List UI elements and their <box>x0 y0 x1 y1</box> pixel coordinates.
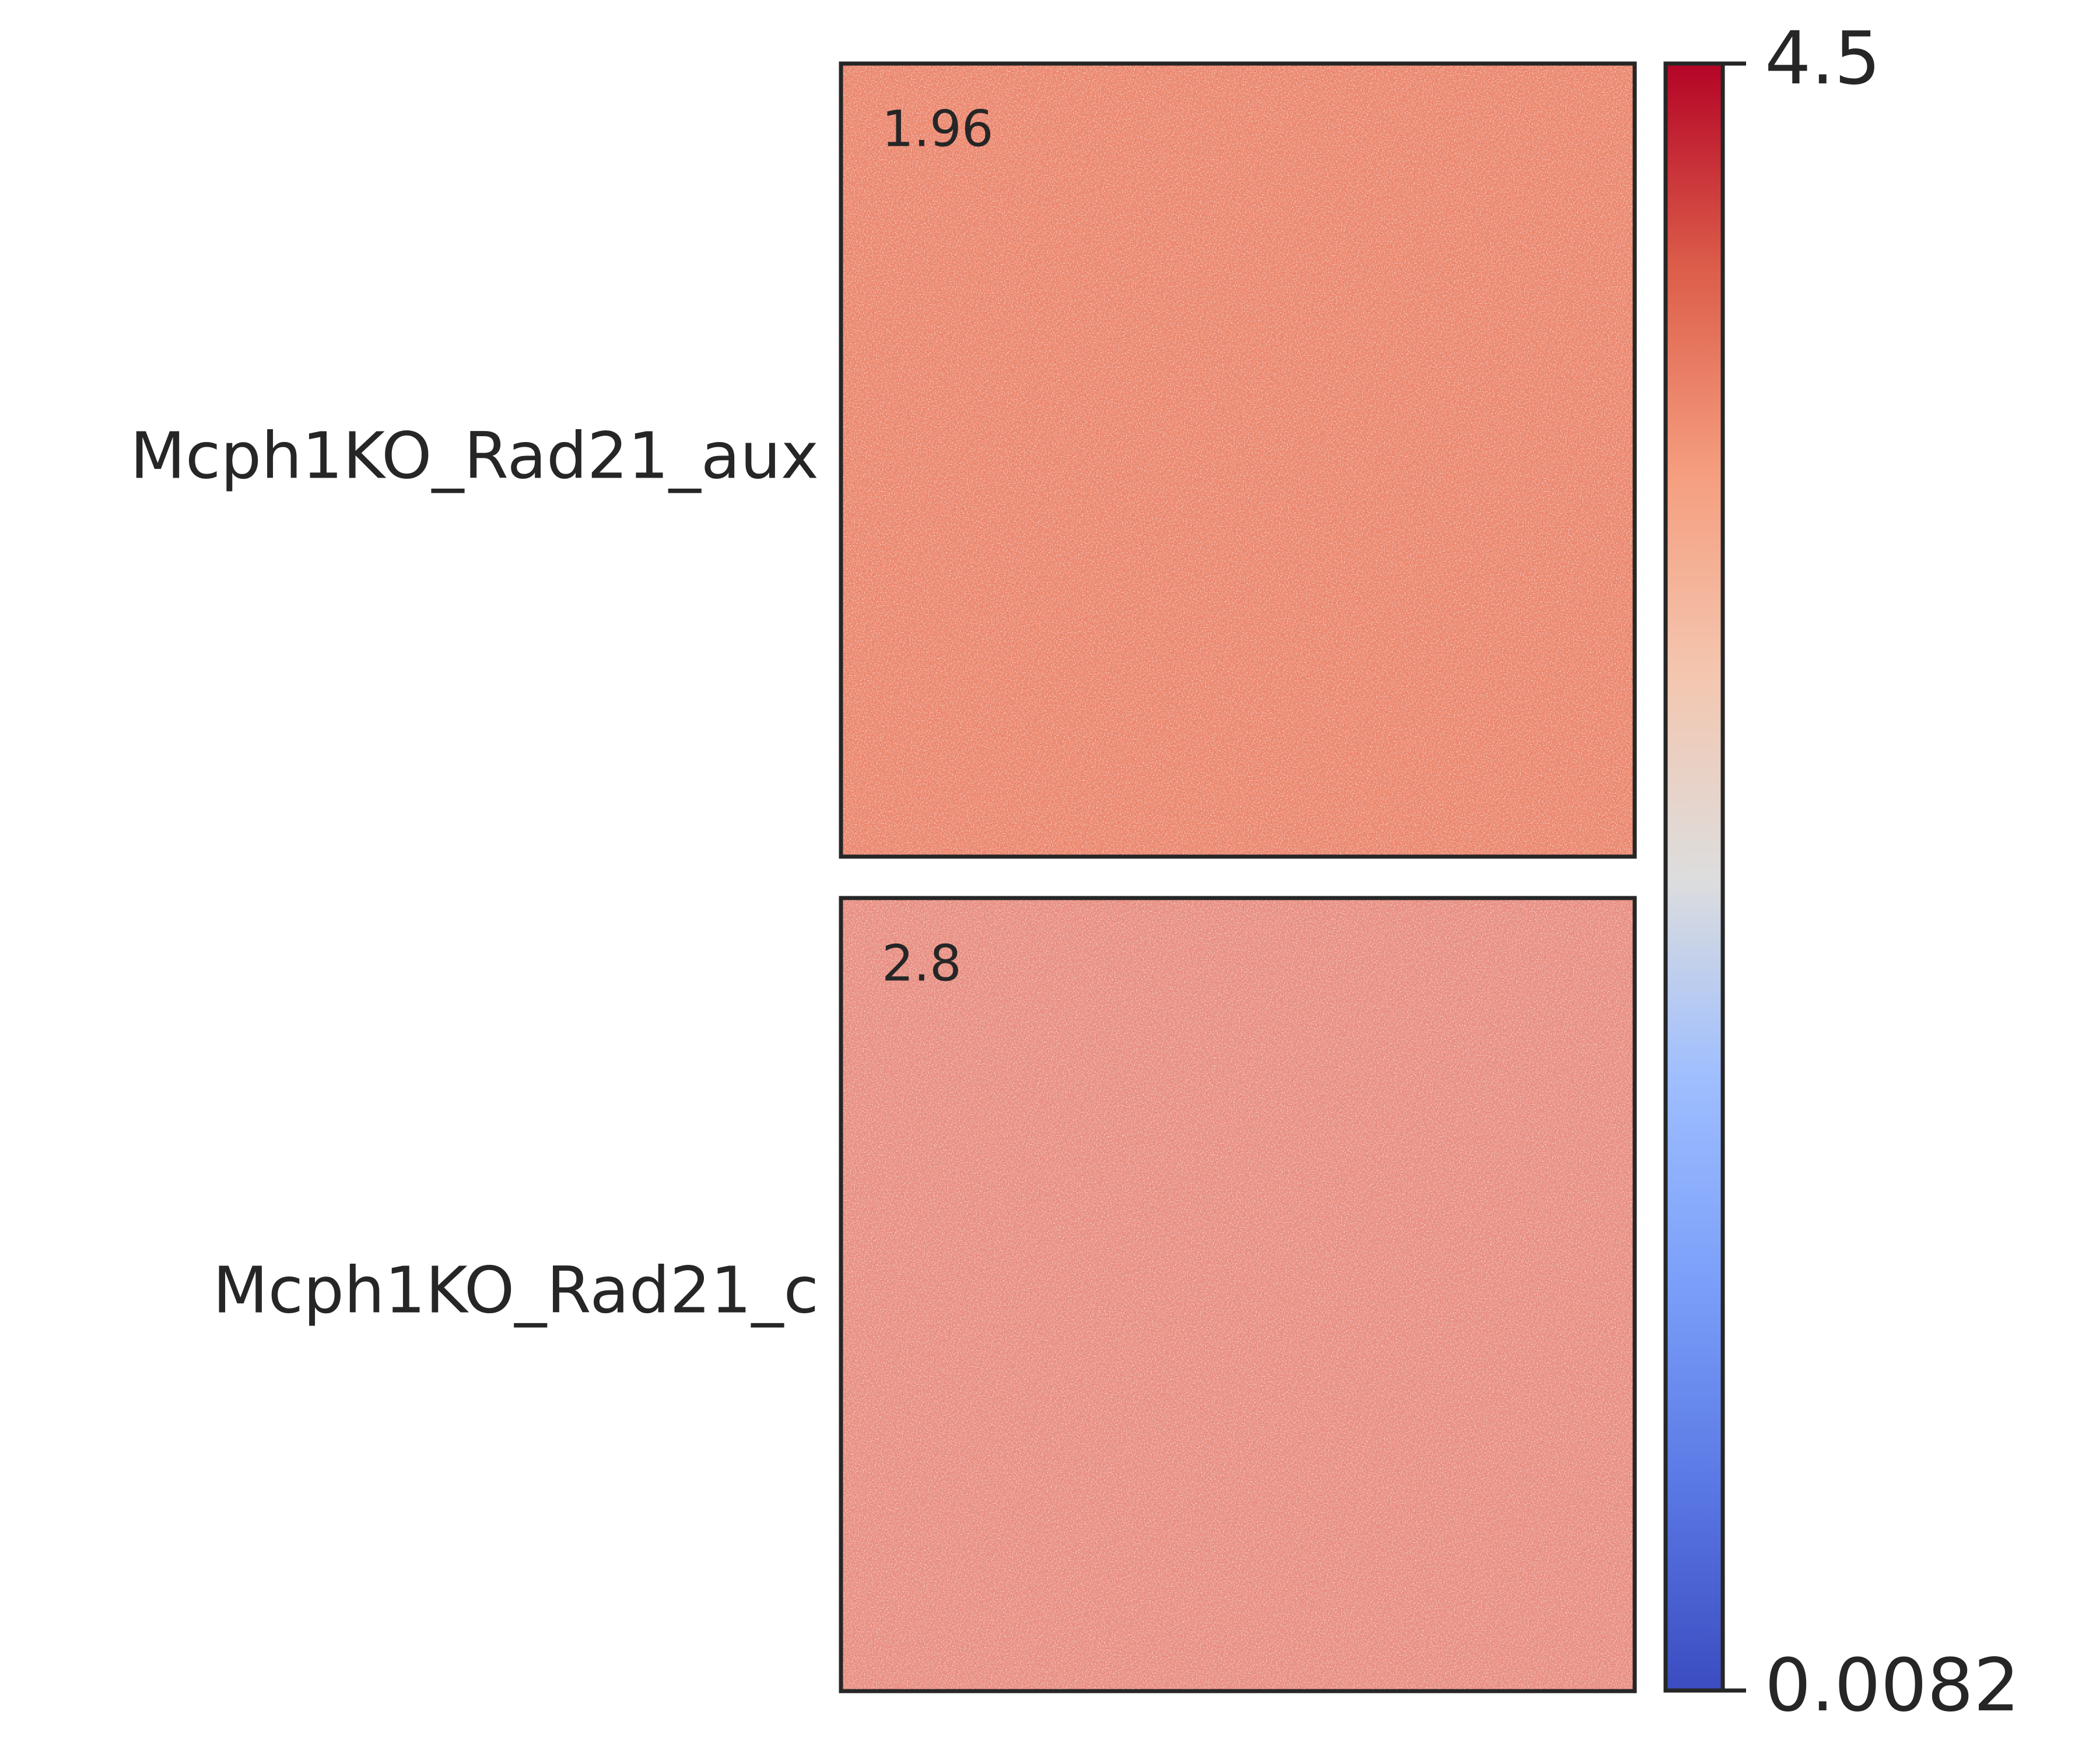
colorbar <box>1663 61 1725 1693</box>
panel-annotation: 2.8 <box>882 934 962 993</box>
colorbar-tick-label: 0.0082 <box>1765 1643 2020 1728</box>
row-label: Mcph1KO_Rad21_c <box>213 1253 819 1327</box>
colorbar-tick-label: 4.5 <box>1765 16 1881 101</box>
row-label: Mcph1KO_Rad21_aux <box>130 418 819 493</box>
panel-frame <box>839 61 1637 859</box>
panel-frame <box>839 896 1637 1693</box>
heatmap-texture <box>841 898 1635 1691</box>
panel-annotation: 1.96 <box>882 100 993 158</box>
heatmap-texture <box>841 64 1635 857</box>
